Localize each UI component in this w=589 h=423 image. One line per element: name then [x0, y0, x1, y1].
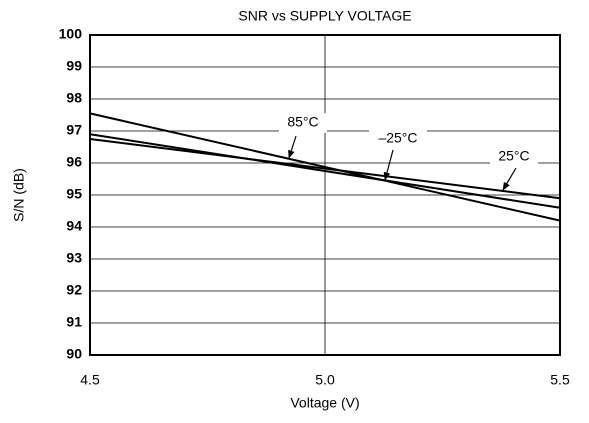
y-tick-label: 94: [66, 218, 82, 234]
y-tick-label: 92: [66, 282, 82, 298]
y-tick-label: 90: [66, 346, 82, 362]
label-background: [369, 129, 427, 149]
plot-frame: [89, 34, 561, 356]
y-tick-label: 95: [66, 186, 82, 202]
series-label: –25°C: [378, 130, 417, 146]
x-tick-label: 4.5: [80, 372, 100, 388]
y-tick-label: 96: [66, 154, 82, 170]
y-tick-label: 99: [66, 58, 82, 74]
label-arrow: [288, 135, 297, 159]
data-line: [89, 112, 561, 222]
y-tick-label: 91: [66, 314, 82, 330]
y-tick-label: 98: [66, 90, 82, 106]
series-label: 85°C: [287, 114, 318, 130]
y-tick-label: 97: [66, 122, 82, 138]
y-tick-label: 93: [66, 250, 82, 266]
chart-title: SNR vs SUPPLY VOLTAGE: [238, 8, 411, 24]
label-background: [279, 113, 327, 133]
label-arrow: [383, 149, 394, 181]
x-tick-label: 5.5: [550, 372, 570, 388]
label-background: [490, 147, 538, 167]
series-label: 25°C: [498, 148, 529, 164]
y-axis-label: S/N (dB): [11, 168, 27, 222]
data-line: [89, 133, 561, 209]
data-line: [89, 138, 561, 200]
x-tick-label: 5.0: [315, 372, 335, 388]
y-tick-label: 100: [59, 26, 83, 42]
label-arrow: [502, 167, 517, 191]
x-axis-label: Voltage (V): [290, 395, 359, 411]
